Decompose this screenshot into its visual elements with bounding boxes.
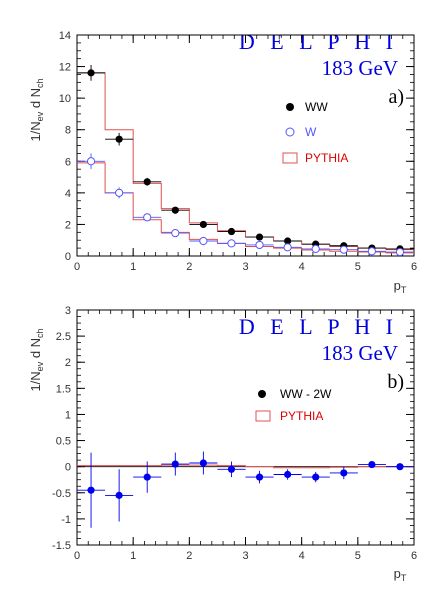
legend-diff-marker bbox=[258, 390, 266, 398]
data-point-diff bbox=[115, 491, 123, 499]
y-tick-label: 10 bbox=[59, 93, 71, 105]
data-point-diff bbox=[368, 460, 376, 469]
y-tick-label: 14 bbox=[59, 30, 71, 42]
data-point-ww bbox=[227, 227, 236, 236]
panel-a: 1/Nev d Nch D E L P H I 183 GeV a) WW W … bbox=[28, 29, 407, 295]
data-point-ww bbox=[143, 178, 151, 186]
data-point-diff bbox=[171, 460, 179, 468]
data-point-w bbox=[283, 243, 292, 252]
data-point-w bbox=[171, 229, 180, 238]
data-point-ww bbox=[115, 135, 123, 143]
data-point-w bbox=[115, 188, 124, 197]
data-point-ww bbox=[171, 206, 179, 214]
legend-w-marker bbox=[285, 127, 295, 137]
x-tick-label: 3 bbox=[242, 550, 248, 562]
panel-b: 1/Nev d Nch D E L P H I 183 GeV b) WW - … bbox=[28, 314, 407, 583]
panel-b-label: b) bbox=[387, 371, 404, 393]
panel-b-energy: 183 GeV bbox=[322, 341, 398, 365]
data-point-w bbox=[199, 236, 208, 246]
x-tick-label: 2 bbox=[186, 261, 192, 273]
x-tick-label: 5 bbox=[355, 261, 361, 273]
panel-b-ylabel: 1/Nev d Nch bbox=[28, 328, 45, 391]
x-tick-label: 4 bbox=[299, 261, 305, 273]
y-tick-label: 0 bbox=[65, 462, 71, 474]
data-point-w bbox=[395, 247, 405, 257]
panel-a-label: a) bbox=[388, 86, 404, 108]
panel-b-experiment: D E L P H I bbox=[239, 314, 398, 339]
legend-pythia-b-marker bbox=[255, 410, 271, 422]
panel-a-xlabel: pT bbox=[394, 278, 407, 295]
data-point-diff bbox=[87, 486, 95, 494]
data-point-ww bbox=[87, 69, 95, 77]
y-tick-label: 6 bbox=[65, 156, 71, 168]
panel-b-xlabel: pT bbox=[394, 566, 407, 583]
y-tick-label: 0.5 bbox=[56, 436, 71, 448]
legend-w-label: W bbox=[305, 125, 317, 139]
data-point-w bbox=[86, 157, 96, 166]
x-tick-label: 5 bbox=[355, 550, 361, 562]
data-point-w bbox=[339, 245, 348, 254]
y-tick-label: 8 bbox=[65, 125, 71, 137]
data-point-w bbox=[311, 244, 320, 253]
x-tick-label: 2 bbox=[186, 550, 192, 562]
legend-pythia-label: PYTHIA bbox=[305, 151, 348, 165]
data-point-diff bbox=[199, 459, 207, 467]
y-tick-label: -1 bbox=[61, 514, 71, 526]
data-point-diff bbox=[396, 463, 404, 471]
y-tick-label: 2 bbox=[65, 357, 71, 369]
x-tick-label: 1 bbox=[130, 261, 136, 273]
panel-a-experiment: D E L P H I bbox=[239, 29, 398, 54]
y-tick-label: 1.5 bbox=[56, 383, 71, 395]
pythia-histogram-0 bbox=[77, 72, 414, 251]
data-point-w bbox=[143, 213, 152, 222]
x-tick-label: 3 bbox=[242, 261, 248, 273]
data-point-diff bbox=[255, 473, 264, 481]
data-point-diff bbox=[143, 473, 151, 481]
y-tick-label: 0 bbox=[65, 251, 71, 263]
y-tick-label: 4 bbox=[65, 188, 71, 200]
x-tick-label: 0 bbox=[74, 261, 80, 273]
data-point-ww bbox=[284, 237, 292, 245]
legend-diff-label: WW - 2W bbox=[280, 387, 332, 401]
panel-a-energy: 183 GeV bbox=[322, 56, 398, 80]
panel-a-ylabel: 1/Nev d Nch bbox=[28, 78, 45, 141]
x-tick-label: 6 bbox=[411, 261, 417, 273]
y-tick-label: 12 bbox=[59, 62, 71, 74]
plot-b: 0 1 2 3 4 5 6 -1.5 -1 -0.5 0 0.5 1 1.5 2 2.5 3 bbox=[52, 305, 417, 562]
data-point-diff bbox=[312, 473, 320, 481]
legend-ww-label: WW bbox=[305, 100, 328, 114]
pythia-histogram-1 bbox=[77, 162, 414, 254]
y-tick-label: 2.5 bbox=[56, 331, 71, 343]
data-point-ww bbox=[199, 220, 207, 229]
legend-ww-marker bbox=[286, 103, 294, 111]
data-point-w bbox=[367, 247, 376, 256]
x-tick-label: 0 bbox=[74, 550, 80, 562]
legend-pythia-b-label: PYTHIA bbox=[280, 409, 323, 423]
legend-pythia-marker bbox=[282, 152, 298, 164]
y-tick-label: 1 bbox=[65, 409, 71, 421]
data-point-w bbox=[227, 239, 236, 248]
data-point-w bbox=[255, 240, 264, 250]
data-point-diff bbox=[227, 465, 236, 473]
y-tick-label: -1.5 bbox=[52, 540, 71, 552]
data-point-diff bbox=[284, 470, 292, 479]
data-point-diff bbox=[340, 469, 348, 477]
y-tick-label: 3 bbox=[65, 305, 71, 317]
data-point-ww bbox=[255, 233, 264, 241]
x-tick-label: 1 bbox=[130, 550, 136, 562]
x-tick-label: 6 bbox=[411, 550, 417, 562]
x-tick-label: 4 bbox=[299, 550, 305, 562]
y-tick-label: 2 bbox=[65, 219, 71, 231]
pythia-histogram-0 bbox=[77, 464, 414, 469]
y-tick-label: -0.5 bbox=[52, 488, 71, 500]
